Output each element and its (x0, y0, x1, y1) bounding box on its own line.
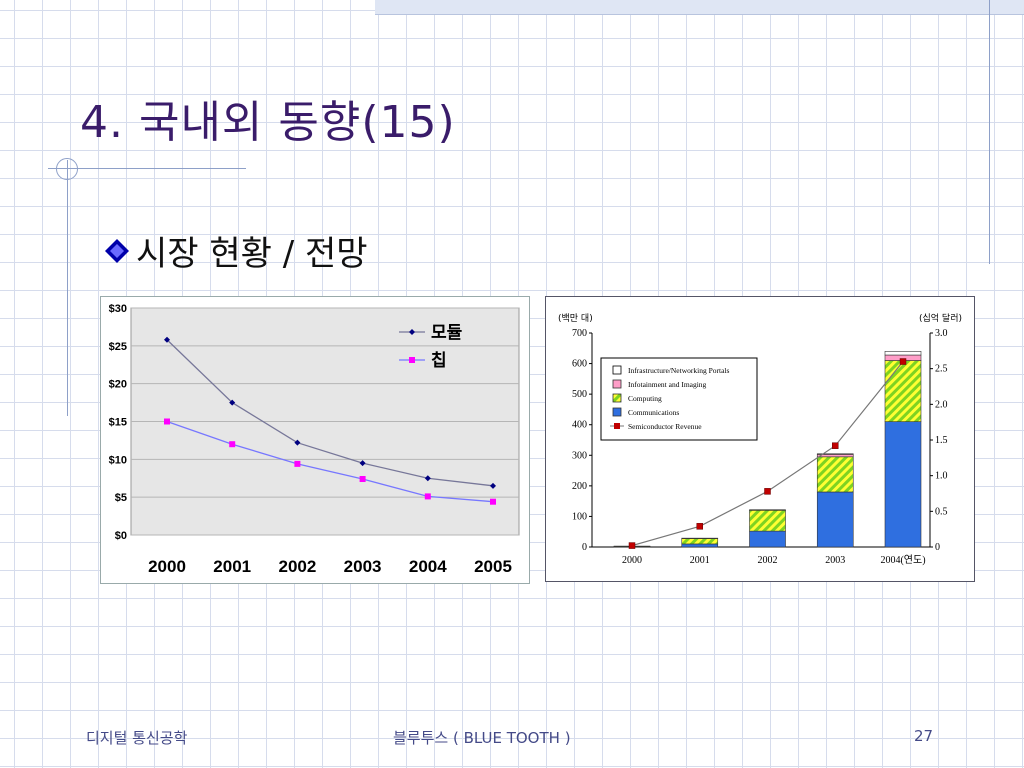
chart2-revenue-point (764, 488, 771, 495)
chart1-data-point (229, 399, 236, 406)
price-line-chart: $0 $5 $10 $15 $20 $25 $30 2000 2001 2002 2003 2004 2… (100, 296, 530, 584)
chart2-x-tick-label: 2001 (690, 555, 710, 566)
chart2-revenue-point (696, 523, 703, 530)
chart2-x-tick-label: 2002 (758, 555, 778, 566)
chart1-legend-label: 모듈 (431, 323, 463, 343)
slide-title: 4. 국내외 동향(15) (80, 97, 456, 148)
chart1-y-tick-label: $30 (109, 303, 127, 315)
chart2-bar-infotainment (749, 509, 786, 511)
bullet-item: 시장 현황 / 전망 (104, 226, 368, 275)
chart2-left-tick-label: 200 (572, 481, 587, 492)
decor-title-underline (48, 168, 246, 169)
chart2-legend-swatch (612, 365, 622, 375)
chart1-legend-marker (409, 329, 415, 335)
chart2-bar-computing (816, 456, 854, 493)
shipment-bar-chart-svg: (백만 대) (십억 달러) 0 100 200 300 400 500 600 700 0 0.5 1… (546, 297, 974, 581)
chart1-legend-label: 칩 (431, 350, 447, 371)
chart2-left-tick-label: 700 (572, 328, 587, 339)
price-line-chart-svg: $0 $5 $10 $15 $20 $25 $30 2000 2001 2002 2003 2004 2… (101, 297, 529, 583)
chart2-bar-computing (681, 538, 719, 545)
chart2-legend-label: Infrastructure/Networking Portals (628, 366, 730, 375)
chart2-right-tick-label: 0.5 (935, 506, 948, 517)
chart1-series-line (166, 420, 494, 503)
chart2-revenue-point (832, 442, 839, 449)
chart1-data-point (164, 418, 170, 425)
chart1-y-tick-label: $20 (109, 379, 127, 391)
chart1-y-tick-label: $5 (115, 492, 127, 504)
chart2-left-tick-label: 400 (572, 420, 587, 431)
chart2-revenue-point (899, 358, 907, 365)
chart2-legend-swatch (612, 379, 622, 389)
chart2-right-tick-label: 1.0 (935, 471, 948, 482)
chart2-left-tick-label: 500 (572, 389, 587, 400)
chart1-data-point (490, 482, 496, 489)
chart2-legend-swatch (612, 407, 622, 417)
chart2-bar-infrastructure (816, 453, 854, 455)
chart1-y-tick-label: $0 (115, 530, 127, 542)
chart2-legend-label: Infotainment and Imaging (628, 380, 707, 389)
chart2-right-tick-label: 1.5 (935, 435, 948, 446)
chart2-x-tick-label: 2004(연도) (880, 554, 925, 566)
chart2-bar-communications (749, 530, 786, 548)
chart1-x-tick-label: 2004 (409, 557, 447, 576)
chart2-right-tick-label: 2.5 (935, 364, 948, 375)
chart2-left-tick-label: 0 (582, 542, 587, 553)
chart2-bar-infrastructure (884, 351, 922, 356)
chart2-right-axis-title: (십억 달러) (919, 312, 962, 324)
chart2-bar-communications (884, 421, 922, 548)
chart1-x-tick-label: 2000 (148, 557, 186, 576)
chart1-x-tick-label: 2001 (213, 557, 251, 576)
chart2-legend-box (600, 357, 758, 441)
footer-course: 디지털 통신공학 (86, 729, 188, 747)
footer-topic: 블루투스 ( BLUE TOOTH ) (393, 729, 571, 747)
chart1-y-tick-label: $15 (109, 417, 127, 429)
decor-left-line (67, 160, 68, 416)
chart2-right-tick-label: 2.0 (935, 399, 948, 410)
chart1-data-point (424, 493, 431, 500)
chart1-data-point (164, 336, 170, 343)
shipment-bar-chart: (백만 대) (십억 달러) 0 100 200 300 400 500 600 700 0 0.5 1… (545, 296, 975, 582)
chart1-data-point (359, 476, 366, 483)
footer-page-number: 27 (914, 727, 934, 745)
chart2-left-tick-label: 300 (572, 450, 587, 461)
chart1-y-tick-label: $10 (109, 454, 127, 466)
chart2-bar-computing (884, 360, 922, 422)
chart1-y-tick-label: $25 (109, 341, 127, 353)
chart1-data-point (359, 460, 366, 467)
chart2-x-tick-label: 2000 (622, 555, 642, 566)
decor-right-line (989, 0, 990, 264)
chart1-x-tick-label: 2005 (474, 557, 512, 576)
chart2-bar-computing (749, 510, 786, 532)
decor-circle (56, 158, 78, 180)
chart1-data-point (424, 475, 431, 482)
chart1-x-tick-label: 2003 (344, 557, 382, 576)
chart1-data-point (294, 460, 301, 467)
chart2-left-tick-label: 600 (572, 359, 587, 370)
chart2-bar-communications (681, 543, 719, 548)
bullet-text: 시장 현황 / 전망 (136, 234, 368, 274)
chart1-data-point (294, 439, 301, 446)
chart2-x-tick-label: 2003 (825, 555, 845, 566)
chart2-left-axis-title: (백만 대) (558, 313, 593, 324)
chart2-bar-infotainment (681, 537, 719, 539)
chart2-legend-label: Computing (628, 394, 662, 403)
chart1-data-point (490, 498, 496, 505)
chart2-legend-swatch (612, 393, 622, 403)
decor-top-band (375, 0, 1024, 15)
chart2-legend-label: Communications (628, 408, 679, 417)
chart2-legend-label: Semiconductor Revenue (628, 422, 702, 431)
chart1-data-point (229, 441, 236, 448)
chart2-left-tick-label: 100 (572, 511, 587, 522)
chart1-legend-marker (409, 357, 415, 363)
chart2-bar-communications (816, 491, 854, 548)
chart2-right-tick-label: 0 (935, 542, 940, 553)
chart2-revenue-point (628, 542, 636, 549)
chart1-x-tick-label: 2002 (278, 557, 316, 576)
diamond-bullet-icon (105, 238, 129, 263)
chart1-series-line (166, 339, 494, 487)
chart2-right-tick-label: 3.0 (935, 328, 948, 339)
chart2-legend-marker (614, 423, 620, 429)
